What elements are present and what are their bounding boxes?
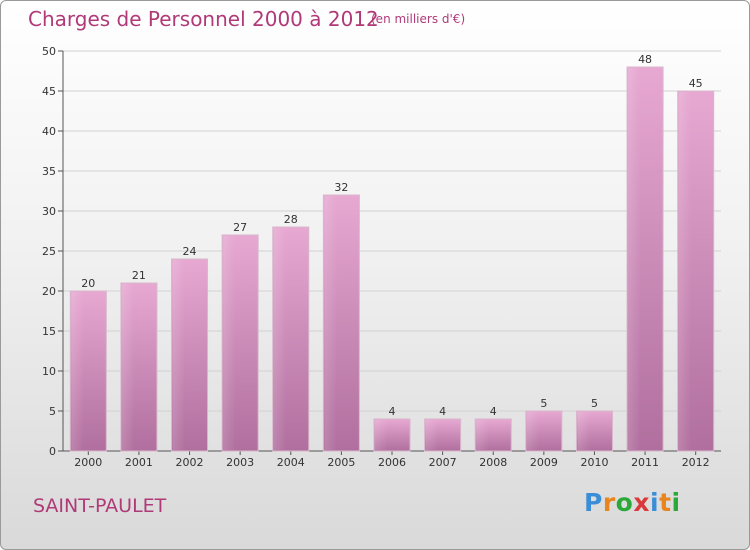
place-name: SAINT-PAULET xyxy=(33,495,167,517)
data-label: 5 xyxy=(591,397,598,410)
logo-letter: o xyxy=(615,488,634,517)
data-label: 4 xyxy=(490,405,497,418)
data-label: 24 xyxy=(183,245,197,258)
y-tick-label: 40 xyxy=(42,125,56,138)
bar-highlight xyxy=(476,420,489,450)
chart-title: Charges de Personnel 2000 à 2012 xyxy=(28,7,379,31)
bar-highlight xyxy=(628,68,641,450)
y-tick-label: 20 xyxy=(42,285,56,298)
bar-highlight xyxy=(273,228,287,450)
chart-subtitle: (en milliers d'€) xyxy=(371,12,466,26)
bar-highlight xyxy=(121,284,135,450)
x-tick-label: 2003 xyxy=(226,456,254,469)
bar-highlight xyxy=(223,236,236,450)
logo-letter: x xyxy=(633,488,650,517)
x-tick-label: 2005 xyxy=(327,456,355,469)
logo-letter: t xyxy=(659,488,672,517)
data-label: 48 xyxy=(638,53,652,66)
logo-letter: i xyxy=(671,488,681,517)
y-tick-label: 45 xyxy=(42,85,56,98)
axes xyxy=(58,50,721,455)
y-tick-label: 15 xyxy=(42,325,56,338)
data-label: 45 xyxy=(689,77,703,90)
y-tick-label: 35 xyxy=(42,165,56,178)
x-tick-label: 2012 xyxy=(682,456,710,469)
data-label: 20 xyxy=(81,277,95,290)
bar-highlight xyxy=(71,292,84,450)
grid-lines xyxy=(63,50,721,412)
data-label: 28 xyxy=(284,213,298,226)
data-label: 5 xyxy=(540,397,547,410)
x-tick-label: 2008 xyxy=(479,456,507,469)
bar-highlight xyxy=(425,420,439,450)
x-tick-label: 2004 xyxy=(277,456,305,469)
bar-highlight xyxy=(375,420,388,450)
x-tick-label: 2007 xyxy=(429,456,457,469)
y-tick-label: 10 xyxy=(42,365,56,378)
data-label: 27 xyxy=(233,221,247,234)
y-tick-label: 25 xyxy=(42,245,56,258)
y-tick-label: 50 xyxy=(42,45,56,58)
logo-letter: r xyxy=(602,488,616,517)
logo-letter: i xyxy=(650,488,660,517)
bar-highlight xyxy=(577,412,591,450)
y-tick-label: 5 xyxy=(49,405,56,418)
bar-highlight xyxy=(526,412,540,450)
bar-highlight xyxy=(678,92,692,450)
x-tick-label: 2000 xyxy=(74,456,102,469)
x-tick-label: 2011 xyxy=(631,456,659,469)
x-tick-label: 2002 xyxy=(176,456,204,469)
data-label: 32 xyxy=(334,181,348,194)
y-tick-label: 0 xyxy=(49,445,56,458)
x-tick-label: 2001 xyxy=(125,456,153,469)
data-label: 4 xyxy=(439,405,446,418)
proxiti-logo: Proxiti xyxy=(584,488,681,517)
x-tick-label: 2010 xyxy=(580,456,608,469)
x-tick-label: 2006 xyxy=(378,456,406,469)
bar-highlight xyxy=(172,260,186,450)
y-tick-label: 30 xyxy=(42,205,56,218)
bar-highlight xyxy=(324,196,337,450)
data-label: 4 xyxy=(389,405,396,418)
data-label: 21 xyxy=(132,269,146,282)
x-tick-label: 2009 xyxy=(530,456,558,469)
labels: 0510152025303540455020200021200124200227… xyxy=(42,45,710,469)
bars xyxy=(69,66,715,452)
logo-letter: P xyxy=(584,488,603,517)
